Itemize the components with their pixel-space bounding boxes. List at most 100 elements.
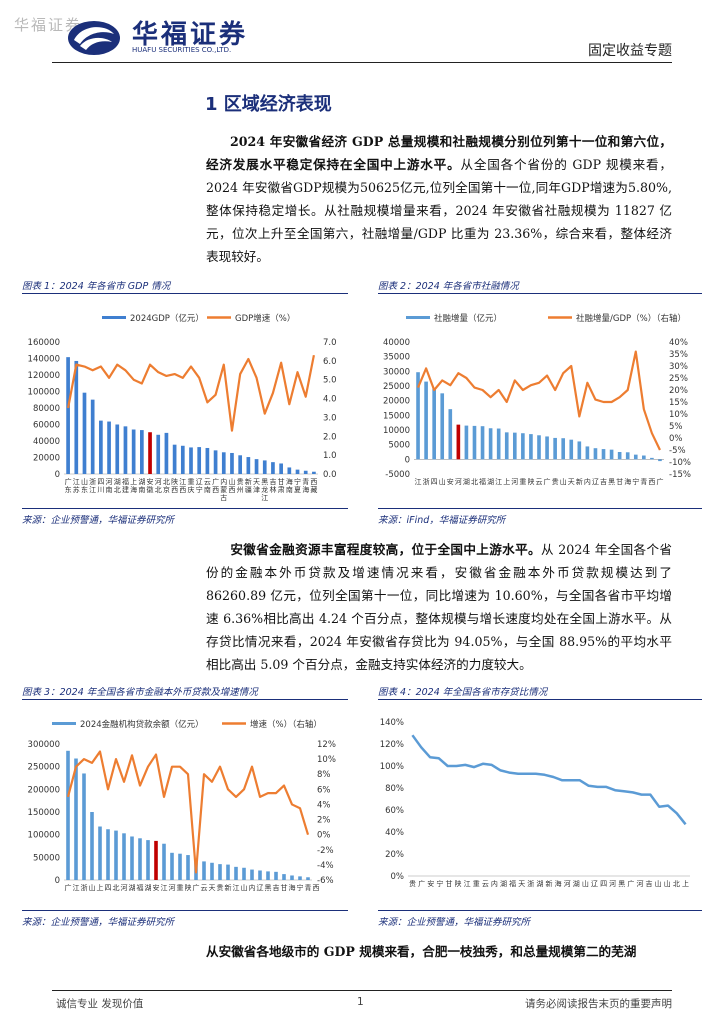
y-right-tick-label: 10% [317,755,336,765]
x-tick-label: 福 [509,879,516,888]
x-tick-label: 浙江 [89,477,96,494]
y-left-tick-label: 10000 [383,426,410,436]
paragraph-1: 2024 年安徽省经济 GDP 总量规模和社融规模分别位列第十一位和第六位，经济… [206,130,672,268]
bar-贵州 [238,455,243,474]
bar-重庆 [189,447,193,474]
y-left-tick-label: 50000 [33,853,60,863]
section-title: 1 区域经济表现 [205,94,332,115]
x-tick-label: 海 [289,883,296,892]
bar-天津 [218,864,222,880]
y-left-tick-label: 100000 [28,831,60,841]
bar-河南 [122,833,126,880]
x-tick-label: 湖 [129,883,136,892]
fig4-source-rule [378,910,702,911]
bar-四川 [448,409,453,460]
y-left-tick-label: 120000 [28,371,60,381]
x-tick-label: 青 [305,883,312,892]
x-tick-label: 河 [511,478,518,486]
y-right-tick-label: 6% [317,785,331,795]
y-left-tick-label: 80000 [33,404,60,414]
bar-新疆 [246,457,251,474]
fig1-chart: 2024GDP（亿元） GDP增速（%） 0 20000 40000 60000 80000… [28,313,337,502]
bar-西藏 [312,471,316,474]
y-left-tick-label: 250000 [28,763,60,773]
y-tick-label: 140% [380,718,404,728]
x-tick-label: 江 [415,478,422,486]
bar-青海 [650,457,654,460]
y-right-tick-label: 0% [669,434,683,444]
x-tick-label: 海 [624,477,631,486]
y-left-tick-label: 30000 [383,367,410,377]
x-tick-label: 湖南 [138,477,145,494]
bar-江苏 [74,758,78,880]
x-tick-label: 陕 [185,883,192,892]
x-tick-label: 江 [464,880,471,888]
bar-湖南 [146,840,150,880]
x-tick-label: 贵州 [237,477,244,494]
bar-山西 [230,452,234,474]
x-tick-label: 浙 [527,879,534,888]
x-tick-label: 山 [664,879,671,888]
bar-新疆 [585,446,590,460]
x-tick-label: 新疆 [245,477,252,494]
bar-重庆 [170,852,174,880]
bar-吉林 [258,870,262,880]
x-tick-label: 福 [137,883,144,892]
y-left-tick-label: 40000 [33,437,60,447]
bar-浙江 [82,773,86,880]
bar-甘肃 [625,452,630,460]
bar-黑龙江 [262,460,267,474]
x-tick-label: 福 [479,477,486,486]
y-tick-label: 120% [380,740,404,750]
y-tick-label: 20% [385,850,404,860]
bar-广东 [416,372,420,460]
y-right-tick-label: 5% [669,422,683,432]
x-tick-label: 重 [177,884,184,892]
bar-吉林 [609,449,614,460]
x-tick-label: 山 [439,477,446,486]
y-left-tick-label: 40000 [383,338,410,348]
y-right-tick-label: -6% [317,876,334,886]
x-tick-label: 福建 [122,477,129,494]
x-tick-label: 浙 [423,477,430,486]
bar-云南 [205,447,210,474]
x-tick-label: 江 [495,478,502,486]
x-tick-label: 上 [503,477,510,486]
y-tick-label: 40% [385,828,404,838]
x-tick-label: 吉 [273,884,280,892]
bar-陕西 [537,435,541,460]
x-tick-label: 贵 [552,477,559,486]
bar-内蒙古 [221,452,226,474]
footer-slogan: 诚信专业 发现价值 [56,998,144,1010]
x-tick-label: 广西 [212,477,219,494]
x-tick-label: 西藏 [310,478,317,494]
y-right-tick-label: 8% [317,770,331,780]
x-tick-label: 黑 [618,880,625,888]
bar-福建 [138,838,142,880]
x-tick-label: 广 [193,883,200,892]
footer-divider [52,990,672,991]
bar-陕西 [186,855,190,880]
x-tick-label: 青 [640,477,647,486]
bar-福建 [123,426,128,474]
x-tick-label: 四川 [97,478,104,494]
bar-辽宁 [601,449,606,460]
x-tick-label: 北 [471,478,478,486]
x-tick-label: 海南 [286,477,293,494]
x-tick-label: 浙 [81,883,88,892]
x-tick-label: 云 [201,884,208,892]
x-tick-label: 云南 [204,478,211,494]
x-tick-label: 广 [627,879,634,888]
y-right-tick-label: 40% [669,338,688,348]
bar-山西 [569,439,574,460]
x-tick-label: 江 [161,884,168,892]
x-tick-label: 黑龙江 [261,478,268,502]
fig2-source-rule [378,508,702,509]
x-tick-label: 宁 [297,883,304,892]
bar-广西 [553,437,557,460]
bar-新疆 [242,867,246,880]
y-right-tick-label: 0.0 [323,470,337,480]
x-tick-label: 宁夏 [294,477,301,494]
header-divider [52,62,672,63]
x-tick-label: 江苏 [73,478,80,494]
